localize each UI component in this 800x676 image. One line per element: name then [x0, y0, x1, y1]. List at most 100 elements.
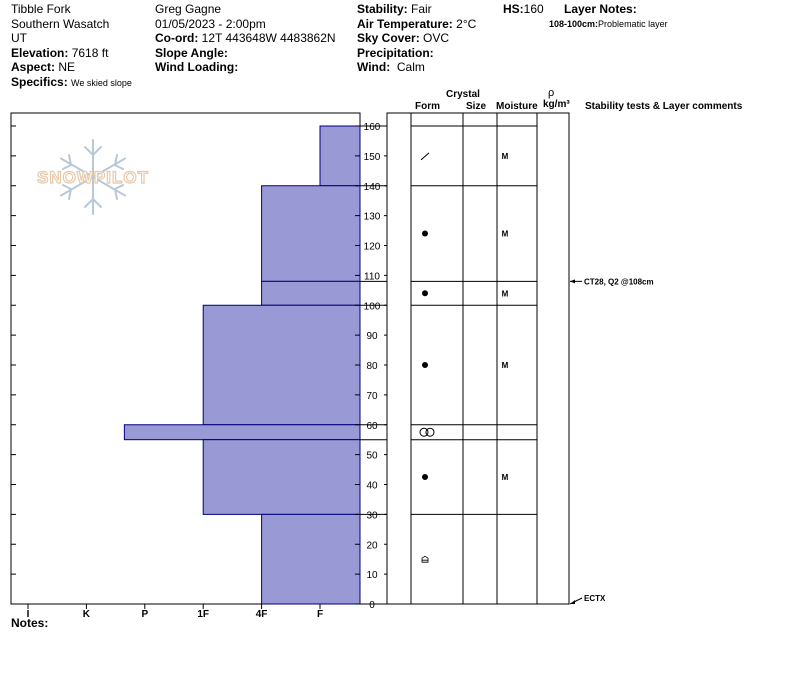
header-col2: Greg Gagne 01/05/2023 - 2:00pm Co-ord: 1…	[155, 2, 336, 75]
form-header: Form	[415, 101, 440, 112]
moisture-3: M	[502, 361, 509, 370]
stability-tests: CT28, Q2 @108cm ECTX	[569, 277, 654, 605]
depth-label-60: 60	[366, 421, 378, 432]
moisture-1: M	[502, 230, 509, 239]
stability-tests-header: Stability tests & Layer comments	[585, 101, 743, 112]
specifics-label: Specifics:	[11, 74, 68, 89]
depth-label-90: 90	[366, 331, 378, 342]
stability-label: Stability:	[357, 2, 408, 16]
coord-row: Co-ord: 12T 443648W 4483862N	[155, 31, 336, 46]
logo-text: SNOWPILOT	[37, 168, 149, 187]
layer-bar-5	[202, 439, 361, 515]
coord-value: 12T 443648W 4483862N	[201, 31, 336, 45]
symbol-depth-hoar-6	[421, 555, 429, 563]
stability-value: Fair	[411, 2, 432, 16]
hs-value: 160	[523, 2, 544, 16]
hardness-label-1: K	[83, 609, 91, 620]
depth-label-50: 50	[366, 451, 378, 462]
test-arrowhead-0	[570, 279, 575, 284]
symbol-rounded-2	[422, 290, 428, 297]
aspect-value: NE	[58, 60, 76, 74]
header-col3: Stability: Fair Air Temperature: 2°C Sky…	[357, 2, 476, 75]
snowpilot-logo: SNOWPILOT	[36, 139, 149, 215]
moisture-2: M	[502, 289, 509, 298]
sky-label: Sky Cover:	[357, 31, 420, 45]
depth-label-160: 160	[364, 122, 381, 133]
symbol-rounded-1	[422, 230, 428, 237]
wind-label: Wind:	[357, 60, 391, 74]
elevation-label: Elevation:	[11, 45, 69, 60]
hardness-label-2: P	[141, 609, 148, 620]
depth-label-110: 110	[364, 271, 380, 282]
depth-label-30: 30	[366, 510, 378, 521]
air-temp-label: Air Temperature:	[357, 16, 453, 31]
hs-label: HS:	[503, 2, 524, 16]
depth-label-40: 40	[366, 481, 378, 492]
depth-label-10: 10	[366, 570, 378, 581]
moisture-header: Moisture	[496, 101, 538, 112]
depth-label-140: 140	[364, 182, 381, 193]
stability-row: Stability: Fair	[357, 2, 476, 17]
depth-label-130: 130	[364, 212, 381, 223]
moisture-5: M	[502, 473, 509, 482]
depth-label-100: 100	[364, 301, 381, 312]
sky-row: Sky Cover: OVC	[357, 31, 476, 46]
layer-bar-4	[123, 424, 361, 441]
wind-loading-row: Wind Loading:	[155, 60, 336, 75]
layer-table: M M M M M	[360, 125, 537, 605]
test-arrowhead-1	[570, 600, 575, 604]
specifics-row: Specifics: We skied slope	[11, 75, 132, 91]
elevation-row: Elevation: 7618 ft	[11, 46, 132, 61]
datetime: 01/05/2023 - 2:00pm	[155, 16, 266, 31]
symbol-mf-a-4	[419, 427, 429, 437]
specifics-value: We skied slope	[71, 77, 132, 88]
layer-bar-3	[202, 304, 361, 426]
depth-axis: 0 10 20 30 40 50 60 70 80 90 100 110 120 130 140 150 160	[11, 122, 387, 611]
depth-label-0: 0	[369, 600, 375, 611]
layer-bar-6	[261, 513, 361, 605]
slope-label: Slope Angle:	[155, 45, 228, 60]
wind-value: Calm	[396, 60, 425, 74]
layer-bars	[123, 125, 361, 605]
observer: Greg Gagne	[155, 2, 222, 16]
hs-row: HS:160	[503, 2, 544, 17]
coord-label: Co-ord:	[155, 31, 199, 45]
range: Southern Wasatch	[11, 16, 110, 31]
slope-row: Slope Angle:	[155, 46, 336, 61]
depth-label-20: 20	[366, 540, 378, 551]
state: UT	[11, 31, 27, 45]
density-unit-header: kg/m³	[543, 99, 570, 110]
elevation-value: 7618 ft	[71, 45, 109, 60]
aspect-label: Aspect:	[11, 60, 56, 74]
depth-label-150: 150	[364, 152, 381, 163]
depth-label-120: 120	[364, 242, 381, 253]
symbol-mf-b-4	[425, 427, 435, 437]
hardness-label-5: F	[317, 609, 323, 620]
test-label-0: CT28, Q2 @108cm	[584, 277, 654, 286]
symbol-rounded-5	[422, 474, 428, 481]
crystal-table-frame	[386, 112, 570, 605]
precip-row: Precipitation:	[357, 46, 476, 61]
crystal-header: Crystal	[446, 89, 480, 100]
precip-label: Precipitation:	[357, 45, 434, 60]
layer-note-range: 108-100cm:	[549, 19, 599, 29]
hardness-axis: I K P 1F 4F F	[27, 604, 323, 620]
hardness-label-4: 4F	[256, 609, 268, 620]
layer-note-text: Problematic layer	[598, 19, 668, 29]
wind-row: Wind: Calm	[357, 60, 476, 75]
layer-notes-label: Layer Notes:	[564, 2, 637, 16]
layer-note: 108-100cm:Problematic layer	[549, 17, 668, 32]
air-temp-row: Air Temperature: 2°C	[357, 17, 476, 32]
test-label-1: ECTX	[584, 594, 606, 603]
moisture-0: M	[502, 152, 509, 161]
notes-label: Notes:	[11, 616, 49, 630]
layer-bar-0	[319, 125, 361, 187]
symbol-rounded-3	[422, 362, 428, 368]
location: Tibble Fork	[11, 2, 71, 16]
hardness-label-3: 1F	[197, 609, 209, 620]
sky-value: OVC	[423, 31, 450, 45]
hardness-label-0: I	[27, 609, 30, 620]
wind-loading-label: Wind Loading:	[155, 60, 239, 74]
size-header: Size	[466, 101, 487, 112]
